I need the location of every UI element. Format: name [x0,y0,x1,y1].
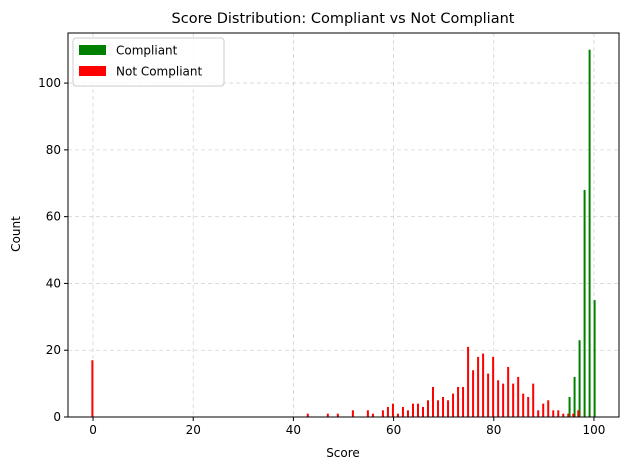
bar-not-compliant [542,403,545,417]
bar-not-compliant [396,413,399,417]
bar-compliant [568,396,571,417]
bar-not-compliant [477,356,480,417]
bar-not-compliant [507,366,510,417]
bar-not-compliant [562,413,565,417]
legend-box [72,37,225,87]
x-tick-label: 60 [386,423,401,437]
y-tick-label: 40 [46,276,61,290]
bar-not-compliant [497,380,500,417]
bar-not-compliant [467,346,470,417]
bar-not-compliant [512,383,515,417]
bar-not-compliant [557,410,560,417]
bar-not-compliant [462,386,465,417]
bar-not-compliant [457,386,460,417]
legend: Compliant Not Compliant [72,37,225,87]
bar-not-compliant [326,413,329,417]
bar-not-compliant [537,410,540,417]
x-axis-label: Score [326,446,360,460]
bar-not-compliant [411,403,414,417]
bar-not-compliant [401,406,404,417]
bar-not-compliant [487,373,490,417]
bar-not-compliant [482,353,485,417]
bar-not-compliant [517,376,520,417]
bar-not-compliant [336,413,339,417]
bars [91,49,596,418]
bar-compliant [593,300,596,417]
x-tick-label: 0 [89,423,97,437]
bar-not-compliant [452,393,455,417]
y-tick-label: 20 [46,343,61,357]
bar-not-compliant [406,410,409,417]
bar-not-compliant [552,410,555,417]
bar-not-compliant [381,410,384,417]
bar-not-compliant [351,410,354,417]
axis-ticks: 0 20 40 60 80 100 0 20 40 60 80 100 [38,76,605,437]
bar-not-compliant [532,383,535,417]
bar-not-compliant [492,356,495,417]
grid-lines [68,33,619,418]
y-tick-label: 80 [46,143,61,157]
y-tick-label: 100 [38,76,61,90]
bar-not-compliant [522,393,525,417]
x-tick-label: 100 [583,423,606,437]
bar-not-compliant [371,413,374,417]
bar-not-compliant [527,396,530,417]
legend-swatch-compliant [79,45,106,55]
chart-title: Score Distribution: Compliant vs Not Com… [172,11,515,27]
x-tick-label: 20 [186,423,201,437]
x-tick-label: 80 [486,423,501,437]
legend-label-compliant: Compliant [116,44,178,58]
y-axis-label: Count [9,216,23,252]
bar-not-compliant [437,400,440,417]
bar-not-compliant [421,406,424,417]
bar-not-compliant [502,383,505,417]
x-tick-label: 40 [286,423,301,437]
bar-not-compliant [386,406,389,417]
bar-not-compliant [432,386,435,417]
plot-frame [67,32,620,418]
legend-label-not-compliant: Not Compliant [116,65,202,79]
bar-not-compliant [577,410,580,417]
bar-not-compliant [366,410,369,417]
bar-compliant [588,49,591,418]
bar-not-compliant [391,403,394,417]
bar-not-compliant [427,400,430,417]
bar-not-compliant [572,413,575,417]
bar-not-compliant [547,400,550,417]
bar-compliant [583,189,586,417]
y-tick-label: 60 [46,210,61,224]
bar-not-compliant [91,360,94,417]
legend-swatch-not-compliant [79,66,106,76]
bar-compliant [573,376,576,417]
bar-not-compliant [567,413,570,417]
bar-not-compliant [472,370,475,417]
y-tick-label: 0 [53,410,61,424]
bar-not-compliant [447,400,450,417]
bar-not-compliant [442,396,445,417]
bar-not-compliant [416,403,419,417]
bar-compliant [578,340,581,417]
bar-not-compliant [306,413,309,417]
